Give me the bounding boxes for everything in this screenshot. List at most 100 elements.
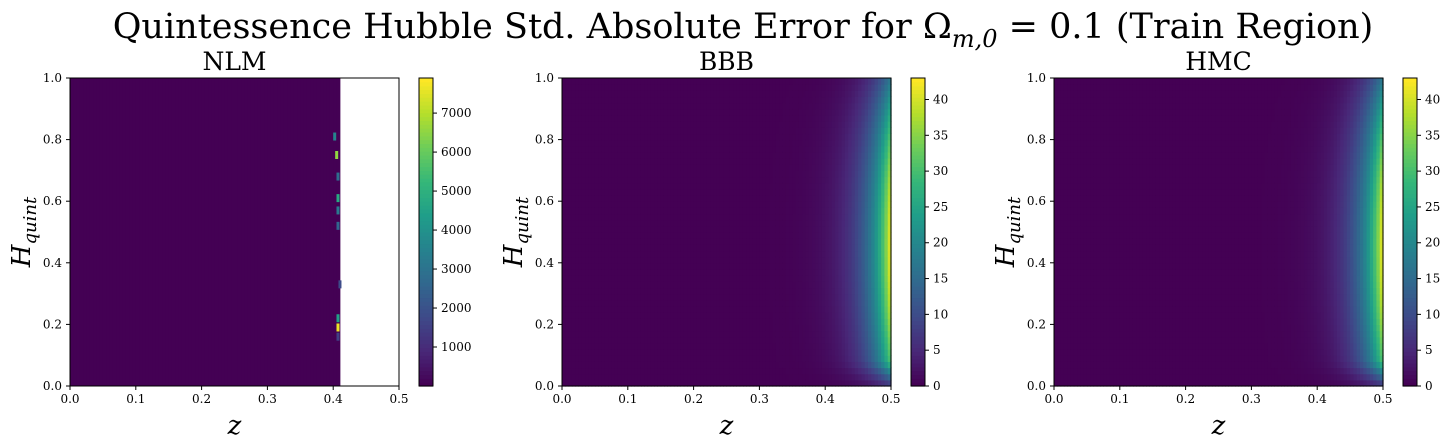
heatmap-cell [621,367,626,375]
heatmap-cell [779,293,784,301]
heatmap-cell [588,373,593,381]
heatmap-cell [585,232,589,239]
heatmap-cell [683,342,688,350]
heatmap-cell [657,219,662,227]
heatmap-cell [680,201,685,208]
heatmap-cell [624,102,629,110]
heatmap-cell [739,127,744,135]
heatmap-cell [86,78,91,386]
heatmap-cell [775,176,780,184]
heatmap-cell [861,127,866,135]
heatmap-cell [749,305,754,313]
heatmap-cell [759,114,764,122]
heatmap-cell [789,268,793,276]
heatmap-cell [693,151,698,159]
heatmap-cell [808,287,813,295]
heatmap-cell [562,102,566,110]
heatmap-cell [867,164,872,171]
heatmap-cell [844,225,849,233]
heatmap-cell [858,158,862,165]
heatmap-cell [785,96,790,104]
heatmap-cell [585,379,589,387]
heatmap-cell [571,90,576,98]
heatmap-cell [861,293,866,301]
heatmap-cell [631,121,635,128]
heatmap-cell [792,121,797,128]
heatmap-cell [871,238,876,245]
colorbar-tick-label: 3000 [441,262,472,276]
heatmap-cell [621,127,626,135]
heatmap-cell [848,90,853,98]
heatmap-cell [690,244,695,252]
heatmap-cell [585,281,589,289]
heatmap-cell [716,232,721,239]
heatmap-cell [667,201,672,208]
heatmap-cell [581,256,586,264]
heatmap-cell [604,164,609,171]
heatmap-cell [861,268,866,276]
heatmap-cell [647,275,652,282]
heatmap-cell [759,139,764,147]
heatmap-cell [851,305,856,313]
heatmap-cell [644,256,649,264]
heatmap-cell [588,84,593,91]
heatmap-cell [617,84,622,91]
heatmap-cell [631,201,635,208]
heatmap-cell [789,133,793,141]
heatmap-cell [785,232,790,239]
heatmap-cell [637,158,642,165]
heatmap-cell [594,324,599,332]
heatmap-cell [733,145,737,153]
heatmap-cell [752,170,757,178]
heatmap-cell [601,114,606,122]
heatmap-cell [617,281,622,289]
heatmap-cell [752,318,757,325]
heatmap-cell [703,78,708,85]
heatmap-cell [594,121,599,128]
heatmap-cell [575,127,580,135]
heatmap-cell [657,268,662,276]
heatmap-cell [657,299,662,307]
heatmap-cell [687,287,691,295]
heatmap-cell [571,207,576,215]
heatmap-cell [808,102,813,110]
heatmap-cell [821,195,826,202]
heatmap-cell [848,318,853,325]
heatmap-cell [562,213,566,221]
heatmap-cell [854,114,859,122]
heatmap-cell [627,182,632,190]
heatmap-cell [742,256,747,264]
heatmap-cell [765,78,770,85]
heatmap-cell [736,225,741,233]
heatmap-cell [818,96,823,104]
heatmap-cell [772,373,777,381]
heatmap-cell [578,318,583,325]
heatmap-cell [637,133,642,141]
heatmap-cell [614,207,619,215]
heatmap-cell [844,139,849,147]
heatmap-cell [710,336,714,344]
heatmap-cell [716,78,721,85]
heatmap-cell [617,133,622,141]
heatmap-cell [647,102,652,110]
heatmap-cell [812,96,816,104]
heatmap-cell [719,299,724,307]
heatmap-cell [571,268,576,276]
heatmap-cell [627,232,632,239]
heatmap-cell [604,305,609,313]
heatmap-cell [562,164,566,171]
heatmap-cell [858,238,862,245]
heatmap-cell [637,145,642,153]
figure-title: Quintessence Hubble Std. Absolute Error … [113,7,1374,53]
heatmap-cell [591,293,596,301]
heatmap-cell [591,195,596,202]
heatmap-cell [673,293,678,301]
heatmap-cell [752,164,757,171]
heatmap-cell [631,373,635,381]
heatmap-cell [644,238,649,245]
heatmap-cell [838,305,843,313]
heatmap-cell [798,114,803,122]
heatmap-cell [825,188,830,196]
heatmap-cell [775,287,780,295]
heatmap-cell [775,108,780,116]
